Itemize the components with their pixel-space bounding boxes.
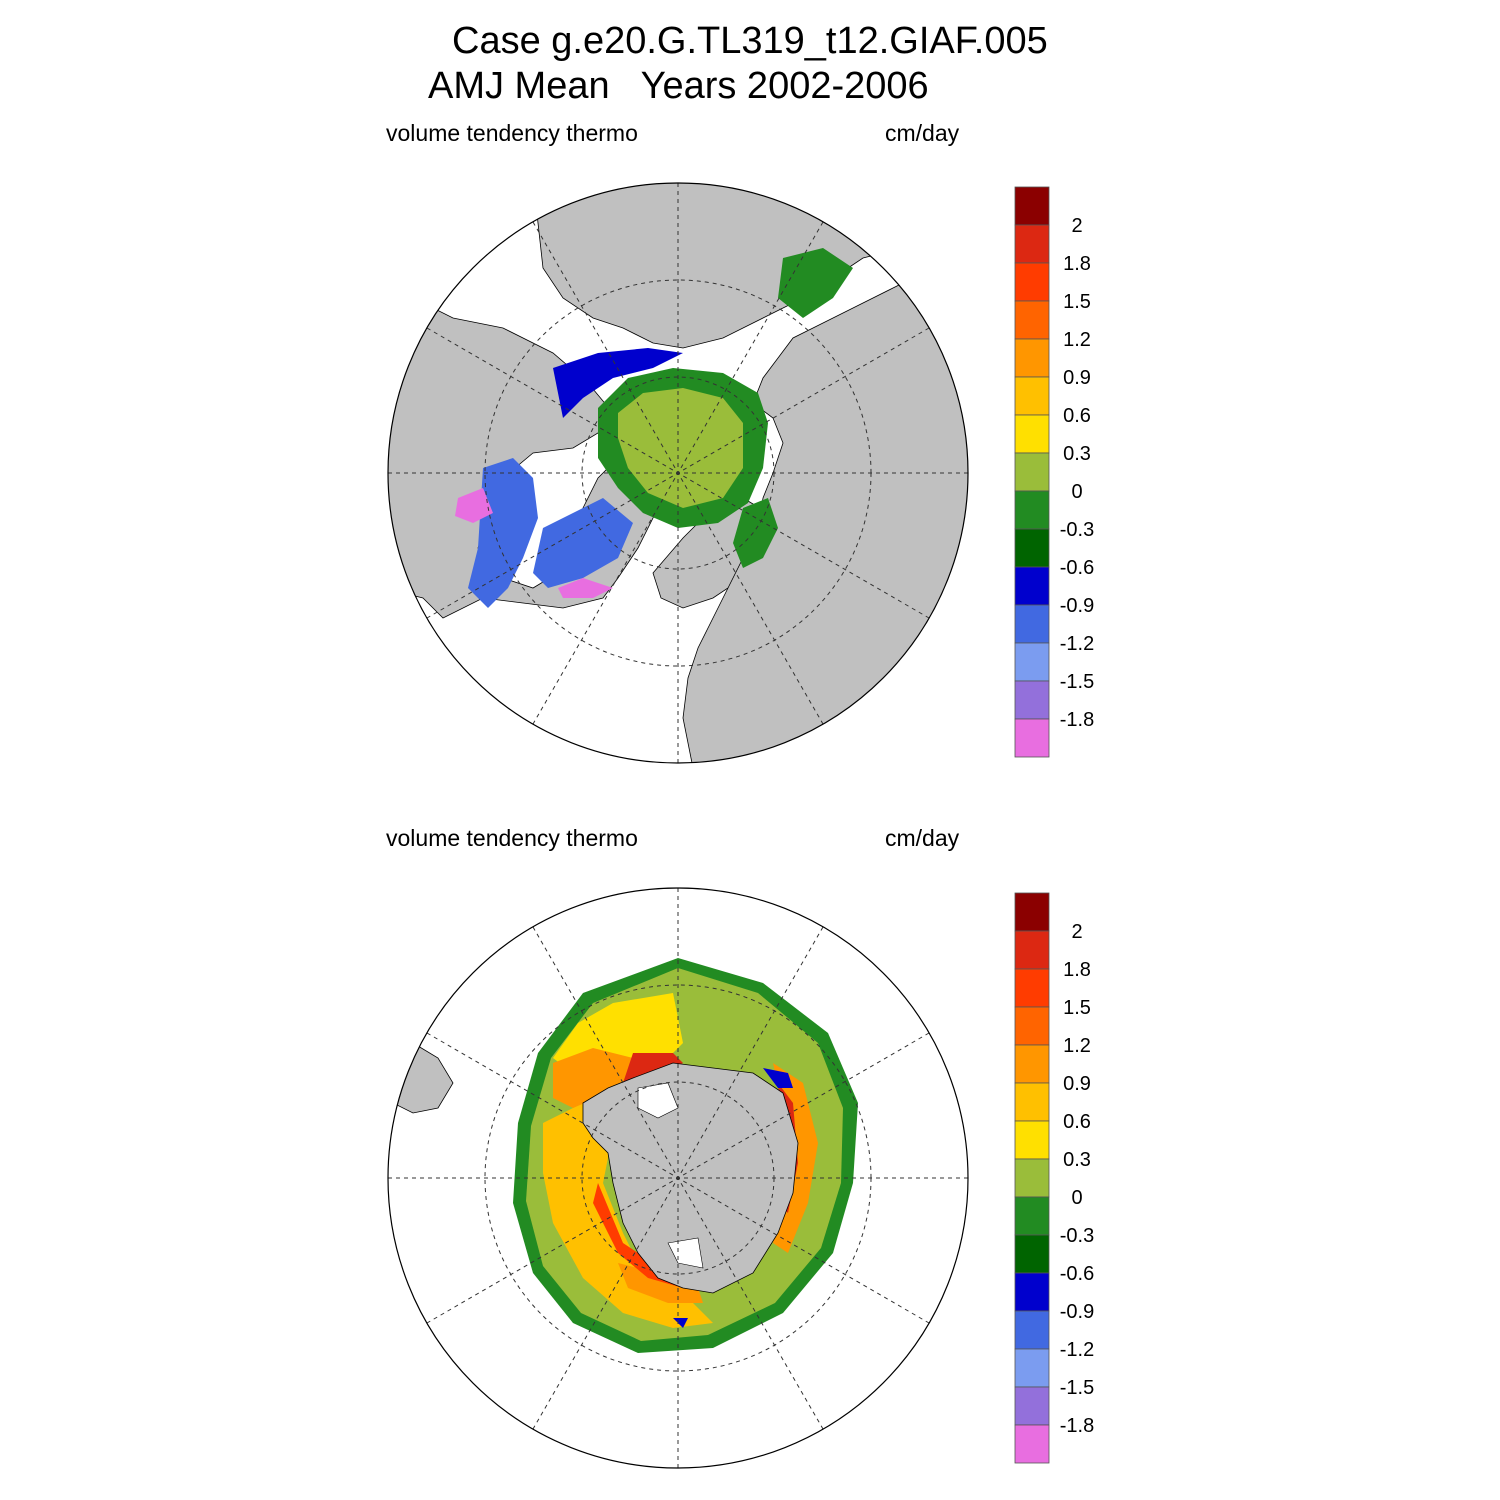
south-colorbar-swatch-3: [1014, 1006, 1050, 1046]
south-colorbar-swatch-1: [1014, 930, 1050, 970]
north-colorbar-swatch-6: [1014, 414, 1050, 454]
south-colorbar-tick-label: 0.6: [1063, 1111, 1091, 1133]
north-colorbar-tick-label: 0.6: [1063, 405, 1091, 427]
south-colorbar-tick-label: 0.9: [1063, 1073, 1091, 1095]
north-colorbar: 2 1.8 1.5 1.2 0.9 0.6 0.3 0 -0.3 -0.6 -0.9 -1.2 -1.5…: [1014, 186, 1094, 758]
south-colorbar-swatch-11: [1014, 1310, 1050, 1350]
north-colorbar-tick-label: -0.3: [1060, 519, 1094, 541]
north-colorbar-tick-label: 1.2: [1063, 329, 1091, 351]
antarctica-land: [582, 1062, 799, 1294]
north-colorbar-swatch-4: [1014, 338, 1050, 378]
north-colorbar-swatch-14: [1014, 718, 1050, 758]
north-graticule: [388, 183, 968, 763]
south-colorbar-tick-label: 1.5: [1063, 997, 1091, 1019]
north-colorbar-swatch-10: [1014, 566, 1050, 606]
north-colorbar-tick-label: 0.9: [1063, 367, 1091, 389]
south-colorbar-swatch-0: [1014, 892, 1050, 932]
north-colorbar-tick-label: -1.8: [1060, 709, 1094, 731]
north-colorbar-tick-label: -1.5: [1060, 671, 1094, 693]
south-colorbar-tick-label: -0.3: [1060, 1225, 1094, 1247]
south-colorbar-tick-label: -0.9: [1060, 1301, 1094, 1323]
north-colorbar-swatch-9: [1014, 528, 1050, 568]
south-colorbar-swatch-12: [1014, 1348, 1050, 1388]
south-colorbar-swatch-8: [1014, 1196, 1050, 1236]
north-colorbar-tick-label: 2: [1071, 215, 1082, 237]
south-colorbar-swatch-7: [1014, 1158, 1050, 1198]
north-colorbar-swatch-3: [1014, 300, 1050, 340]
north-colorbar-swatch-8: [1014, 490, 1050, 530]
north-colorbar-tick-label: -1.2: [1060, 633, 1094, 655]
north-colorbar-swatch-0: [1014, 186, 1050, 226]
north-right-label: cm/day: [885, 120, 960, 146]
south-colorbar-tick-label: -1.5: [1060, 1377, 1094, 1399]
figure-title-line2: AMJ Mean Years 2002-2006: [428, 65, 929, 107]
south-colorbar-swatch-9: [1014, 1234, 1050, 1274]
south-colorbar-swatch-14: [1014, 1424, 1050, 1464]
north-colorbar-swatch-7: [1014, 452, 1050, 492]
south-colorbar-swatch-6: [1014, 1120, 1050, 1160]
south-colorbar-tick-label: 1.8: [1063, 959, 1091, 981]
north-map-frame: [387, 182, 969, 764]
north-colorbar-tick-label: 0: [1071, 481, 1082, 503]
south-colorbar-tick-label: 2: [1071, 921, 1082, 943]
south-polar-map: [387, 887, 969, 1469]
south-colorbar-swatch-13: [1014, 1386, 1050, 1426]
south-graticule: [388, 888, 968, 1468]
north-colorbar-tick-label: 1.5: [1063, 291, 1091, 313]
figure-title-line1: Case g.e20.G.TL319_t12.GIAF.005: [452, 20, 1048, 62]
north-colorbar-tick-label: 0.3: [1063, 443, 1091, 465]
north-colorbar-tick-label: 1.8: [1063, 253, 1091, 275]
south-colorbar-swatch-2: [1014, 968, 1050, 1008]
north-ice-field: [455, 248, 853, 608]
south-colorbar-tick-label: -0.6: [1060, 1263, 1094, 1285]
north-colorbar-tick-label: -0.6: [1060, 557, 1094, 579]
south-colorbar-tick-label: 0.3: [1063, 1149, 1091, 1171]
south-colorbar: 2 1.8 1.5 1.2 0.9 0.6 0.3 0 -0.3 -0.6 -0.9 -1.2 -1.5…: [1014, 892, 1094, 1464]
south-colorbar-swatch-4: [1014, 1044, 1050, 1084]
south-colorbar-swatch-10: [1014, 1272, 1050, 1312]
south-colorbar-tick-label: -1.8: [1060, 1415, 1094, 1437]
north-colorbar-tick-label: -0.9: [1060, 595, 1094, 617]
north-left-label: volume tendency thermo: [386, 120, 638, 146]
north-colorbar-swatch-5: [1014, 376, 1050, 416]
north-colorbar-swatch-13: [1014, 680, 1050, 720]
south-colorbar-tick-label: 0: [1071, 1187, 1082, 1209]
south-map-frame: [387, 887, 969, 1469]
north-colorbar-swatch-11: [1014, 604, 1050, 644]
north-colorbar-swatch-1: [1014, 224, 1050, 264]
north-colorbar-swatch-2: [1014, 262, 1050, 302]
south-colorbar-tick-label: 1.2: [1063, 1035, 1091, 1057]
south-right-label: cm/day: [885, 825, 960, 851]
north-colorbar-swatch-12: [1014, 642, 1050, 682]
south-left-label: volume tendency thermo: [386, 825, 638, 851]
north-polar-map: [387, 182, 969, 764]
south-colorbar-tick-label: -1.2: [1060, 1339, 1094, 1361]
south-colorbar-swatch-5: [1014, 1082, 1050, 1122]
